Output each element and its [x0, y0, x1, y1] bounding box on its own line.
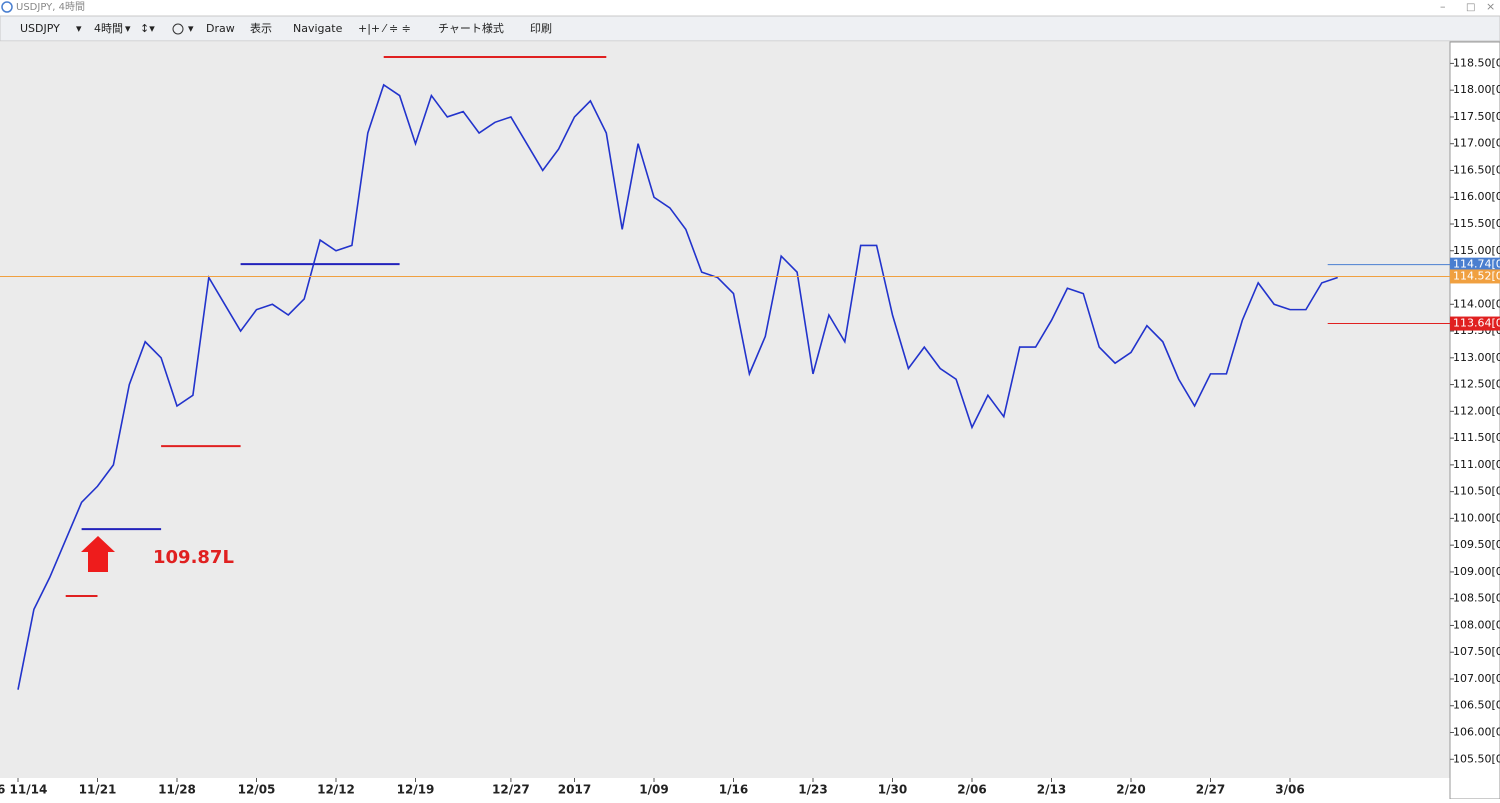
y-tick-label: 106.00[0: [1453, 726, 1500, 739]
y-tick-label: 110.00[0: [1453, 511, 1500, 524]
x-tick-label: 2/20: [1116, 783, 1145, 797]
chart-style-menu[interactable]: チャート様式: [438, 21, 504, 35]
minimize-button[interactable]: –: [1440, 0, 1446, 13]
dropdown-arrow: ▾: [76, 22, 82, 35]
x-tick-label: 1/09: [639, 783, 668, 797]
price-line: [17, 83, 1338, 690]
draw-menu[interactable]: Draw: [206, 22, 235, 35]
y-tick-label: 111.50[0: [1453, 431, 1500, 444]
x-tick-label: 11/28: [158, 783, 196, 797]
zoom-buttons[interactable]: +|+ ⁄ ≑ ≑: [358, 22, 411, 35]
symbol-selector[interactable]: USDJPY: [20, 22, 60, 35]
price-marker-box: [1450, 269, 1500, 284]
app-icon: [1, 1, 13, 13]
y-tick-label: 106.50[0: [1453, 699, 1500, 712]
price-marker-box: [1450, 316, 1500, 331]
y-tick-label: 117.50[0: [1453, 110, 1500, 123]
y-tick-label: 109.50[0: [1453, 538, 1500, 551]
price-marker-label: 113.64[0: [1453, 317, 1500, 330]
x-tick-label: 2/27: [1196, 783, 1225, 797]
y-tick-label: 118.50[0: [1453, 56, 1500, 69]
candle-style-button[interactable]: ↕▾: [140, 22, 155, 35]
y-tick-label: 108.50[0: [1453, 592, 1500, 605]
toolbar: [0, 15, 1500, 42]
x-tick-label: 12/05: [238, 783, 276, 797]
y-tick-label: 116.50[0: [1453, 163, 1500, 176]
x-tick-label: 3/06: [1275, 783, 1304, 797]
close-button[interactable]: ×: [1486, 0, 1495, 13]
x-tick-label: 2/13: [1037, 783, 1066, 797]
plot-area: [0, 42, 1450, 778]
price-marker-label: 114.74[0: [1453, 258, 1500, 271]
x-tick-label: 2/06: [957, 783, 986, 797]
x-tick-label: 11/21: [79, 783, 117, 797]
annotation: 109.87L: [153, 547, 234, 568]
window-title: USDJPY, 4時間: [16, 1, 85, 13]
title-bar: [0, 0, 1500, 15]
x-tick-label: 1/30: [878, 783, 907, 797]
price-marker-label: 114.52[0: [1453, 269, 1500, 282]
y-tick-label: 105.50[0: [1453, 752, 1500, 765]
maximize-button[interactable]: □: [1466, 2, 1475, 13]
y-tick-label: 107.50[0: [1453, 645, 1500, 658]
x-tick-label: 12/27: [492, 783, 530, 797]
buy-arrow: [81, 536, 115, 572]
y-tick-label: 110.50[0: [1453, 485, 1500, 498]
y-tick-label: 107.00[0: [1453, 672, 1500, 685]
y-tick-label: 111.00[0: [1453, 458, 1500, 471]
shape-tool[interactable]: [172, 23, 184, 35]
dropdown-arrow: ▾: [125, 22, 131, 35]
x-tick-label: 16 11/14: [0, 783, 47, 797]
y-tick-label: 116.00[0: [1453, 190, 1500, 203]
x-tick-label: 12/12: [317, 783, 355, 797]
y-tick-label: 117.00[0: [1453, 137, 1500, 150]
y-tick-label: 115.00[0: [1453, 244, 1500, 257]
timeframe-selector[interactable]: 4時間: [94, 22, 123, 35]
y-tick-label: 118.00[0: [1453, 83, 1500, 96]
x-tick-label: 1/16: [719, 783, 748, 797]
view-menu[interactable]: 表示: [250, 21, 272, 35]
print-menu[interactable]: 印刷: [530, 22, 552, 35]
y-tick-label: 109.00[0: [1453, 565, 1500, 578]
y-tick-label: 113.00[0: [1453, 351, 1500, 364]
dropdown-arrow: ▾: [188, 22, 194, 35]
y-tick-label: 108.00[0: [1453, 618, 1500, 631]
price-marker-box: [1450, 257, 1500, 272]
y-tick-label: 115.50[0: [1453, 217, 1500, 230]
y-tick-label: 112.50[0: [1453, 378, 1500, 391]
x-tick-label: 2017: [558, 783, 591, 797]
navigate-menu[interactable]: Navigate: [293, 22, 343, 35]
y-tick-label: 114.00[0: [1453, 297, 1500, 310]
price-axis: [1449, 41, 1500, 800]
x-tick-label: 1/23: [798, 783, 827, 797]
x-tick-label: 12/19: [397, 783, 435, 797]
y-tick-label: 112.00[0: [1453, 404, 1500, 417]
